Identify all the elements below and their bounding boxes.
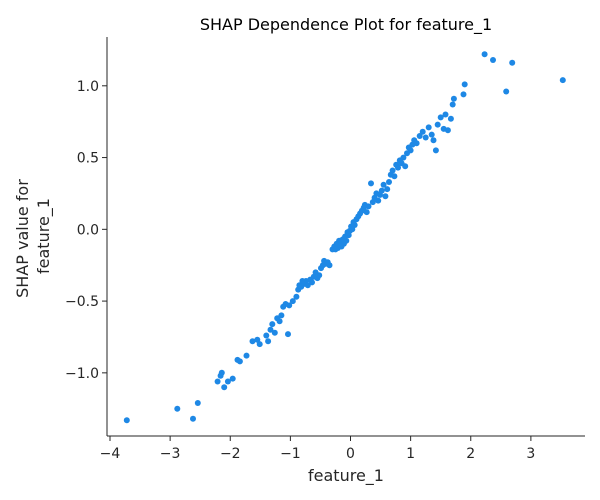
data-point-1 [174, 405, 181, 412]
data-point-29 [293, 293, 300, 300]
data-point-19 [269, 321, 276, 328]
data-point-104 [422, 134, 429, 141]
x-tick-label-4: 0 [346, 446, 355, 462]
x-tick-label-7: 3 [526, 446, 535, 462]
data-point-101 [413, 140, 420, 147]
x-tick-label-3: −1 [280, 446, 301, 462]
data-point-67 [351, 222, 358, 228]
data-point-15 [256, 341, 263, 348]
data-point-36 [304, 282, 311, 289]
data-point-120 [490, 57, 496, 63]
data-point-105 [425, 124, 432, 131]
data-point-3 [194, 400, 201, 406]
data-point-80 [375, 197, 382, 204]
data-point-74 [363, 209, 370, 216]
y-tick-label-0: −1.0 [65, 366, 99, 382]
data-point-113 [444, 127, 451, 134]
data-point-4 [214, 378, 221, 385]
data-point-76 [368, 180, 374, 187]
data-point-115 [449, 101, 456, 108]
x-axis-title: feature_1 [308, 466, 384, 486]
data-point-42 [316, 272, 323, 279]
data-point-86 [386, 179, 392, 185]
x-tick-label-2: −2 [220, 446, 241, 462]
data-point-2 [190, 415, 196, 422]
data-point-102 [416, 133, 423, 139]
points-layer [123, 51, 566, 424]
data-point-20 [271, 329, 278, 336]
data-point-91 [395, 164, 401, 171]
data-point-123 [559, 77, 566, 84]
y-tick-label-1: −0.5 [65, 294, 99, 310]
data-point-89 [391, 173, 398, 180]
data-point-7 [221, 384, 228, 391]
data-point-75 [365, 203, 372, 210]
data-point-112 [442, 111, 449, 118]
data-point-38 [309, 279, 315, 286]
y-ticks: −1.0 −0.5 0.0 0.5 1.0 [65, 79, 107, 382]
data-point-110 [437, 114, 444, 121]
data-point-84 [382, 193, 389, 200]
data-point-6 [218, 369, 225, 376]
data-point-17 [265, 338, 272, 345]
data-point-85 [384, 186, 391, 193]
data-point-22 [276, 318, 283, 325]
data-point-9 [229, 375, 236, 382]
data-point-12 [243, 352, 250, 359]
data-point-94 [400, 154, 407, 161]
data-point-11 [236, 358, 243, 365]
y-tick-label-2: 0.0 [77, 222, 99, 238]
y-axis-title: SHAP value for feature_1 [13, 174, 54, 298]
data-point-106 [428, 131, 435, 138]
data-point-95 [402, 163, 409, 170]
y-tick-label-3: 0.5 [77, 151, 99, 167]
x-ticks: −4 −3 −2 −1 0 1 2 3 [100, 436, 535, 462]
data-point-8 [224, 378, 231, 385]
data-point-103 [419, 128, 426, 135]
x-tick-label-5: 1 [406, 446, 415, 462]
data-point-107 [430, 137, 437, 144]
data-point-114 [447, 115, 454, 122]
data-point-27 [286, 302, 293, 309]
data-point-122 [509, 59, 516, 66]
data-point-109 [434, 121, 441, 128]
data-point-82 [378, 187, 385, 194]
data-point-13 [249, 338, 256, 345]
data-point-118 [461, 81, 468, 88]
data-point-18 [267, 326, 274, 333]
data-point-28 [289, 298, 296, 305]
y-axis-title-line-2: feature_1 [34, 198, 54, 274]
data-point-60 [343, 237, 350, 244]
data-point-98 [407, 147, 414, 154]
data-point-23 [278, 312, 285, 319]
data-point-48 [326, 262, 333, 269]
data-point-83 [380, 181, 387, 188]
x-tick-label-6: 2 [466, 446, 475, 462]
x-tick-label-0: −4 [100, 446, 121, 462]
x-tick-label-1: −3 [160, 446, 181, 462]
data-point-117 [460, 91, 467, 98]
data-point-16 [263, 332, 270, 339]
data-point-116 [450, 95, 457, 102]
data-point-88 [389, 167, 396, 174]
y-axis-title-line-1: SHAP value for [13, 179, 32, 298]
y-tick-label-4: 1.0 [77, 79, 99, 95]
data-point-0 [123, 417, 130, 424]
data-point-26 [285, 331, 291, 338]
chart-title: SHAP Dependence Plot for feature_1 [200, 15, 492, 35]
data-point-108 [432, 147, 439, 154]
data-point-121 [503, 88, 510, 95]
data-point-119 [481, 51, 488, 58]
